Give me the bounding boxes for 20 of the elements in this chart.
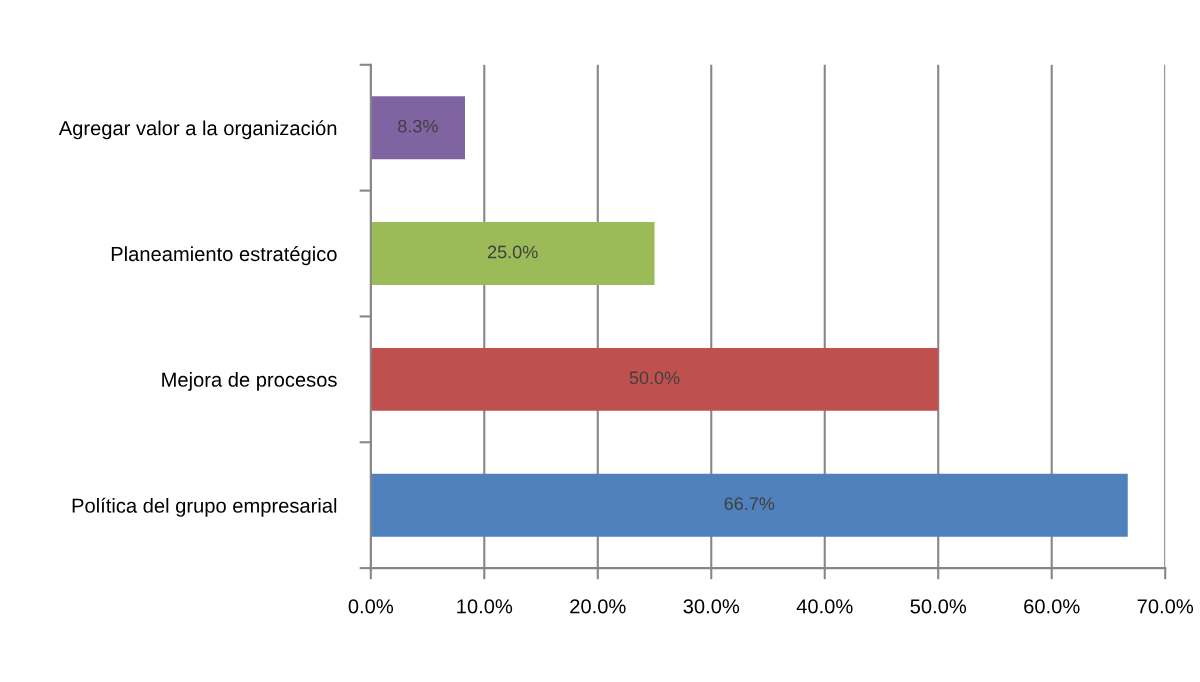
x-tick-label: 40.0%: [796, 599, 853, 614]
x-tick-label: 30.0%: [683, 599, 740, 614]
data-label: 8.3%: [398, 119, 438, 133]
y-tick-label: Política del grupo empresarial: [72, 497, 337, 517]
y-tick-label: Agregar valor a la organización: [58, 120, 337, 140]
data-label: 50.0%: [629, 371, 680, 385]
y-tick-label: Mejora de procesos: [162, 372, 337, 391]
bar: [370, 347, 939, 411]
x-tick-label: 70.0%: [1137, 599, 1194, 614]
x-tick-label: 0.0%: [348, 599, 394, 614]
bar: [370, 222, 655, 285]
bar: [370, 473, 1128, 537]
x-tick-label: 20.0%: [570, 599, 626, 614]
y-tick-label: Planeamiento estratégico: [111, 246, 337, 266]
bar: [370, 96, 465, 160]
x-tick-label: 50.0%: [910, 599, 967, 614]
x-tick-label: 10.0%: [457, 599, 513, 614]
x-tick-label: 60.0%: [1024, 599, 1080, 614]
data-label: 66.7%: [724, 497, 775, 511]
data-label: 25.0%: [487, 245, 538, 259]
